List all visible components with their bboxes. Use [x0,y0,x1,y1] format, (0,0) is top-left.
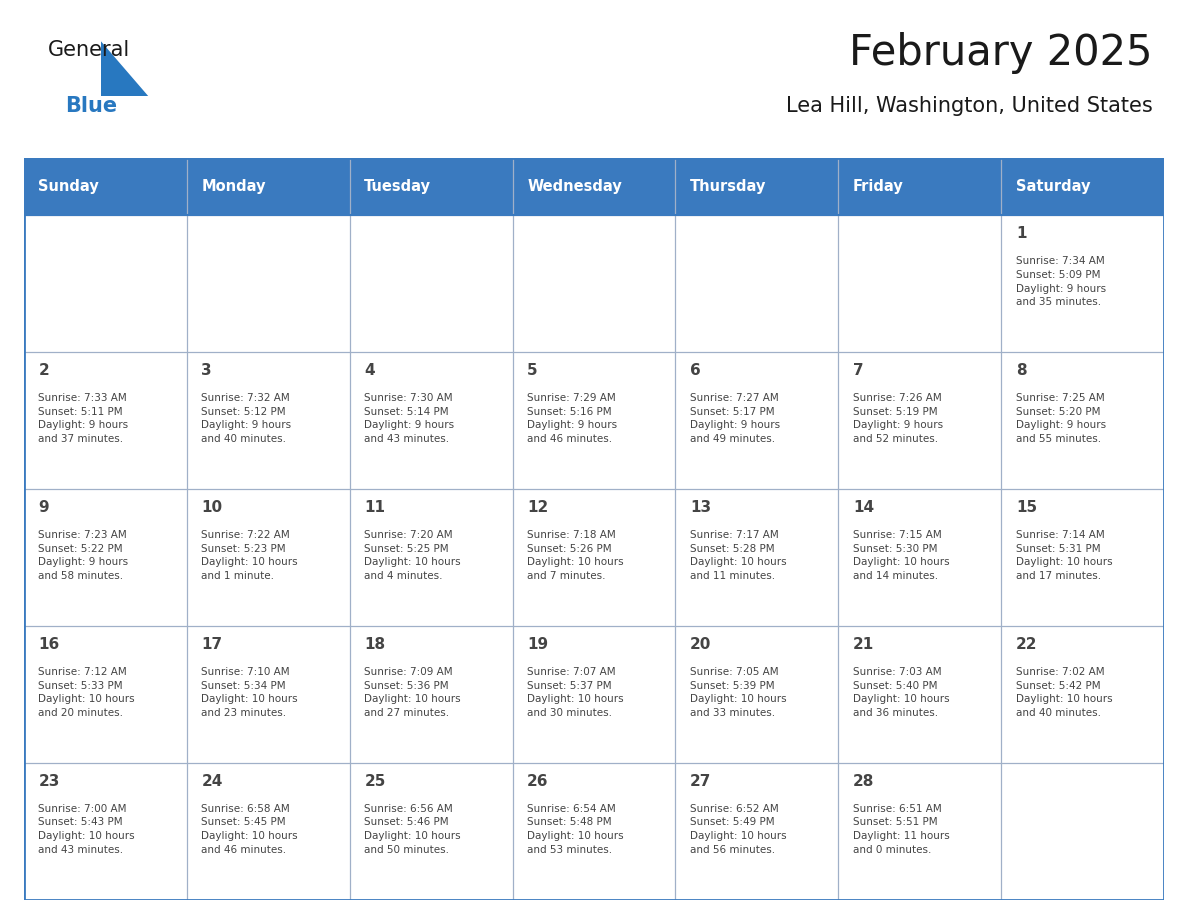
Text: 26: 26 [527,774,549,789]
Text: Sunrise: 6:52 AM
Sunset: 5:49 PM
Daylight: 10 hours
and 56 minutes.: Sunrise: 6:52 AM Sunset: 5:49 PM Dayligh… [690,804,786,855]
Bar [24,158,187,216]
Text: Sunrise: 7:26 AM
Sunset: 5:19 PM
Daylight: 9 hours
and 52 minutes.: Sunrise: 7:26 AM Sunset: 5:19 PM Dayligh… [853,393,943,444]
Text: 27: 27 [690,774,712,789]
Text: Sunrise: 7:29 AM
Sunset: 5:16 PM
Daylight: 9 hours
and 46 minutes.: Sunrise: 7:29 AM Sunset: 5:16 PM Dayligh… [527,393,618,444]
Text: Sunrise: 7:23 AM
Sunset: 5:22 PM
Daylight: 9 hours
and 58 minutes.: Sunrise: 7:23 AM Sunset: 5:22 PM Dayligh… [38,530,128,581]
Text: Sunrise: 6:54 AM
Sunset: 5:48 PM
Daylight: 10 hours
and 53 minutes.: Sunrise: 6:54 AM Sunset: 5:48 PM Dayligh… [527,804,624,855]
Text: 5: 5 [527,364,538,378]
Text: 2: 2 [38,364,49,378]
Text: 16: 16 [38,637,59,652]
Text: Sunrise: 6:58 AM
Sunset: 5:45 PM
Daylight: 10 hours
and 46 minutes.: Sunrise: 6:58 AM Sunset: 5:45 PM Dayligh… [201,804,298,855]
Text: 8: 8 [1016,364,1026,378]
Text: Sunrise: 7:33 AM
Sunset: 5:11 PM
Daylight: 9 hours
and 37 minutes.: Sunrise: 7:33 AM Sunset: 5:11 PM Dayligh… [38,393,128,444]
Polygon shape [101,41,148,96]
Bar [349,158,512,216]
Text: Blue: Blue [65,96,118,117]
Text: Sunrise: 7:07 AM
Sunset: 5:37 PM
Daylight: 10 hours
and 30 minutes.: Sunrise: 7:07 AM Sunset: 5:37 PM Dayligh… [527,667,624,718]
Bar [187,158,349,216]
Text: Sunrise: 7:00 AM
Sunset: 5:43 PM
Daylight: 10 hours
and 43 minutes.: Sunrise: 7:00 AM Sunset: 5:43 PM Dayligh… [38,804,135,855]
Text: Sunrise: 7:12 AM
Sunset: 5:33 PM
Daylight: 10 hours
and 20 minutes.: Sunrise: 7:12 AM Sunset: 5:33 PM Dayligh… [38,667,135,718]
Text: Sunrise: 7:14 AM
Sunset: 5:31 PM
Daylight: 10 hours
and 17 minutes.: Sunrise: 7:14 AM Sunset: 5:31 PM Dayligh… [1016,530,1113,581]
Text: 18: 18 [365,637,385,652]
Text: Sunrise: 7:17 AM
Sunset: 5:28 PM
Daylight: 10 hours
and 11 minutes.: Sunrise: 7:17 AM Sunset: 5:28 PM Dayligh… [690,530,786,581]
Text: Lea Hill, Washington, United States: Lea Hill, Washington, United States [785,96,1152,117]
Text: Sunrise: 7:27 AM
Sunset: 5:17 PM
Daylight: 9 hours
and 49 minutes.: Sunrise: 7:27 AM Sunset: 5:17 PM Dayligh… [690,393,781,444]
Text: 6: 6 [690,364,701,378]
Bar [839,158,1001,216]
Text: 12: 12 [527,500,549,515]
Text: Thursday: Thursday [690,179,766,194]
Text: 9: 9 [38,500,49,515]
Text: Sunrise: 7:22 AM
Sunset: 5:23 PM
Daylight: 10 hours
and 1 minute.: Sunrise: 7:22 AM Sunset: 5:23 PM Dayligh… [201,530,298,581]
Text: Sunrise: 6:51 AM
Sunset: 5:51 PM
Daylight: 11 hours
and 0 minutes.: Sunrise: 6:51 AM Sunset: 5:51 PM Dayligh… [853,804,949,855]
Text: Sunrise: 7:34 AM
Sunset: 5:09 PM
Daylight: 9 hours
and 35 minutes.: Sunrise: 7:34 AM Sunset: 5:09 PM Dayligh… [1016,256,1106,308]
Text: 28: 28 [853,774,874,789]
Text: Sunrise: 7:02 AM
Sunset: 5:42 PM
Daylight: 10 hours
and 40 minutes.: Sunrise: 7:02 AM Sunset: 5:42 PM Dayligh… [1016,667,1113,718]
Text: 24: 24 [201,774,222,789]
Text: Sunrise: 7:09 AM
Sunset: 5:36 PM
Daylight: 10 hours
and 27 minutes.: Sunrise: 7:09 AM Sunset: 5:36 PM Dayligh… [365,667,461,718]
Text: 14: 14 [853,500,874,515]
Text: Sunrise: 7:10 AM
Sunset: 5:34 PM
Daylight: 10 hours
and 23 minutes.: Sunrise: 7:10 AM Sunset: 5:34 PM Dayligh… [201,667,298,718]
Text: Sunrise: 7:15 AM
Sunset: 5:30 PM
Daylight: 10 hours
and 14 minutes.: Sunrise: 7:15 AM Sunset: 5:30 PM Dayligh… [853,530,949,581]
Text: Tuesday: Tuesday [365,179,431,194]
Text: 10: 10 [201,500,222,515]
Text: Sunrise: 7:18 AM
Sunset: 5:26 PM
Daylight: 10 hours
and 7 minutes.: Sunrise: 7:18 AM Sunset: 5:26 PM Dayligh… [527,530,624,581]
Text: 11: 11 [365,500,385,515]
Text: 19: 19 [527,637,549,652]
Text: Sunrise: 7:20 AM
Sunset: 5:25 PM
Daylight: 10 hours
and 4 minutes.: Sunrise: 7:20 AM Sunset: 5:25 PM Dayligh… [365,530,461,581]
Text: 15: 15 [1016,500,1037,515]
Text: Saturday: Saturday [1016,179,1091,194]
Text: Sunday: Sunday [38,179,99,194]
Text: Sunrise: 7:30 AM
Sunset: 5:14 PM
Daylight: 9 hours
and 43 minutes.: Sunrise: 7:30 AM Sunset: 5:14 PM Dayligh… [365,393,454,444]
Bar [1001,158,1164,216]
Text: Monday: Monday [201,179,266,194]
Text: Friday: Friday [853,179,904,194]
Bar [676,158,839,216]
Text: February 2025: February 2025 [849,32,1152,74]
Text: 7: 7 [853,364,864,378]
Text: 4: 4 [365,364,375,378]
Text: 17: 17 [201,637,222,652]
Text: 20: 20 [690,637,712,652]
Text: Sunrise: 7:25 AM
Sunset: 5:20 PM
Daylight: 9 hours
and 55 minutes.: Sunrise: 7:25 AM Sunset: 5:20 PM Dayligh… [1016,393,1106,444]
Text: Sunrise: 7:03 AM
Sunset: 5:40 PM
Daylight: 10 hours
and 36 minutes.: Sunrise: 7:03 AM Sunset: 5:40 PM Dayligh… [853,667,949,718]
Text: Sunrise: 7:32 AM
Sunset: 5:12 PM
Daylight: 9 hours
and 40 minutes.: Sunrise: 7:32 AM Sunset: 5:12 PM Dayligh… [201,393,291,444]
Text: 21: 21 [853,637,874,652]
Text: General: General [48,39,129,60]
Text: Sunrise: 6:56 AM
Sunset: 5:46 PM
Daylight: 10 hours
and 50 minutes.: Sunrise: 6:56 AM Sunset: 5:46 PM Dayligh… [365,804,461,855]
Text: 25: 25 [365,774,386,789]
Text: 13: 13 [690,500,712,515]
Text: Wednesday: Wednesday [527,179,623,194]
Text: 1: 1 [1016,227,1026,241]
Text: Sunrise: 7:05 AM
Sunset: 5:39 PM
Daylight: 10 hours
and 33 minutes.: Sunrise: 7:05 AM Sunset: 5:39 PM Dayligh… [690,667,786,718]
Text: 22: 22 [1016,637,1037,652]
Bar [512,158,676,216]
Text: 23: 23 [38,774,59,789]
Text: 3: 3 [201,364,211,378]
